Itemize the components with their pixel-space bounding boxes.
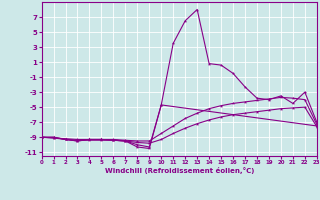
X-axis label: Windchill (Refroidissement éolien,°C): Windchill (Refroidissement éolien,°C) [105, 167, 254, 174]
